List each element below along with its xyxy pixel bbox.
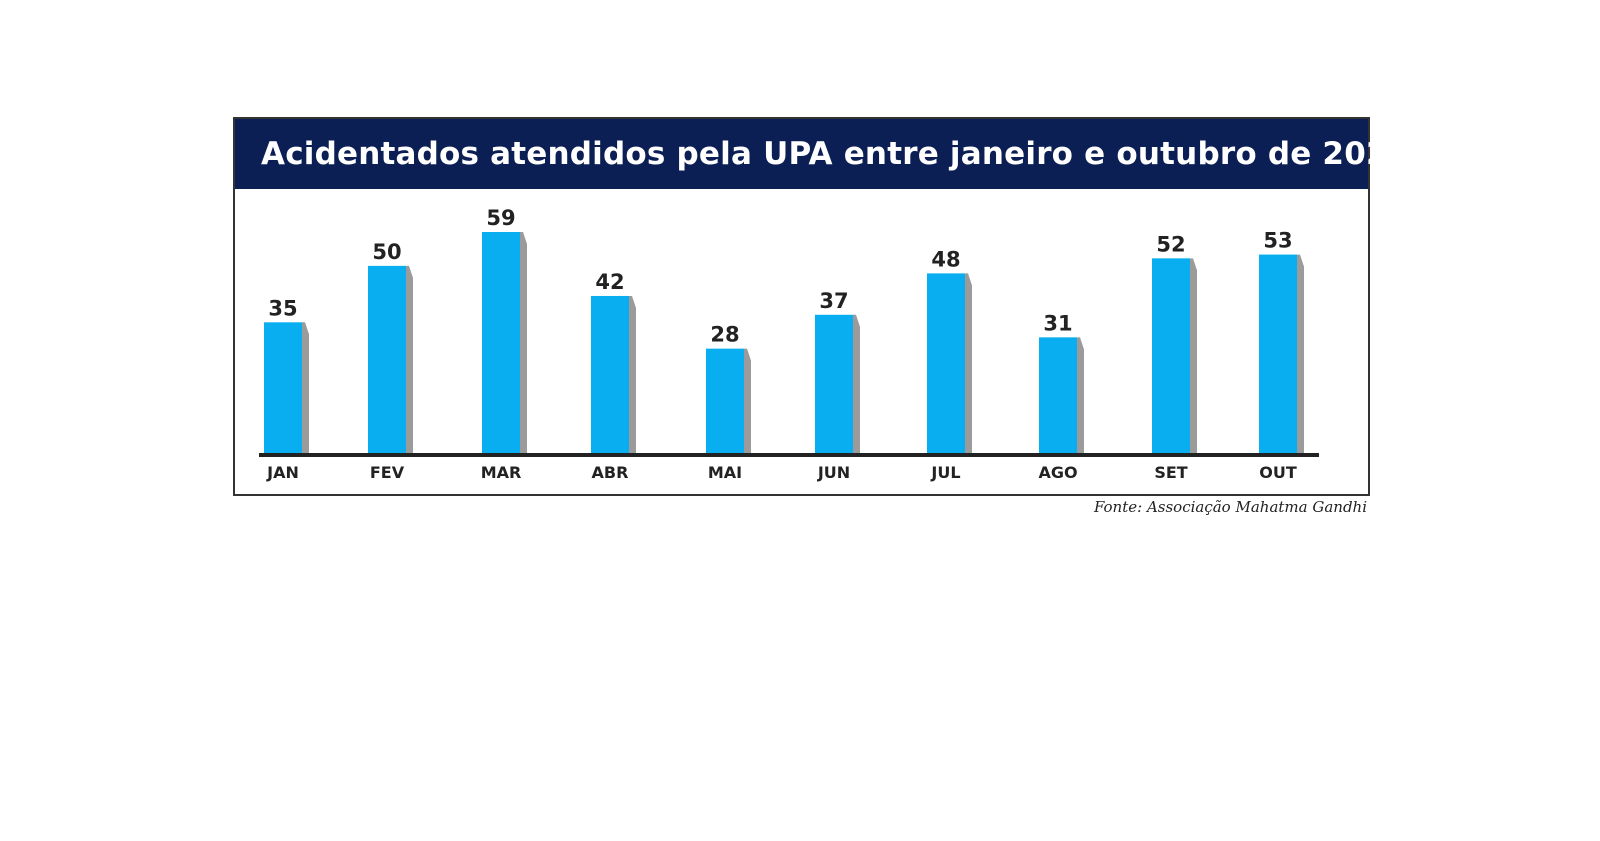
bar-shadow	[1190, 258, 1197, 454]
bar-shadow	[302, 322, 309, 454]
x-axis-line	[259, 453, 1319, 457]
data-label: 50	[372, 240, 401, 264]
chart-title: Acidentados atendidos pela UPA entre jan…	[235, 119, 1409, 189]
bar-jul	[927, 273, 965, 454]
bar-fev	[368, 265, 406, 454]
category-label: SET	[1154, 463, 1187, 482]
bar-jan	[264, 322, 302, 454]
category-label: MAR	[481, 463, 522, 482]
data-label: 31	[1043, 311, 1072, 335]
category-label: JAN	[266, 463, 299, 482]
bar-mai	[706, 348, 744, 454]
category-label: FEV	[370, 463, 405, 482]
data-label: 35	[268, 296, 297, 320]
bar-jun	[815, 314, 853, 454]
bar-shadow	[744, 348, 751, 454]
category-label: AGO	[1038, 463, 1077, 482]
category-label: MAI	[708, 463, 742, 482]
bar-shadow	[853, 314, 860, 454]
plot-area: 35 JAN 50 FEV 59 MAR 42 ABR 28 MAI 37 JUN 48 JUL 31 AGO…	[235, 119, 1368, 494]
data-label: 48	[931, 247, 960, 271]
bar-shadow	[629, 295, 636, 454]
bar-chart: 35 JAN 50 FEV 59 MAR 42 ABR 28 MAI 37 JUN 48 JUL 31 AGO…	[259, 206, 1319, 482]
bar-mar	[482, 232, 520, 454]
bar-shadow	[1297, 254, 1304, 454]
bar-shadow	[1077, 337, 1084, 454]
bar-shadow	[965, 273, 972, 454]
category-label: ABR	[592, 463, 629, 482]
data-label: 37	[819, 289, 848, 313]
bar-abr	[591, 295, 629, 454]
data-label: 53	[1263, 229, 1292, 253]
data-label: 42	[595, 270, 624, 294]
bar-shadow	[520, 232, 527, 454]
data-label: 52	[1156, 232, 1185, 256]
category-label: JUN	[817, 463, 850, 482]
chart-frame: Acidentados atendidos pela UPA entre jan…	[233, 117, 1409, 496]
bar-ago	[1039, 337, 1077, 454]
source-note: Fonte: Associação Mahatma Gandhi	[1093, 498, 1367, 516]
category-label: OUT	[1259, 463, 1297, 482]
data-label: 28	[710, 323, 739, 347]
bar-out	[1259, 254, 1297, 454]
bar-shadow	[406, 265, 413, 454]
data-label: 59	[486, 206, 515, 230]
category-label: JUL	[930, 463, 960, 482]
bar-set	[1152, 258, 1190, 454]
